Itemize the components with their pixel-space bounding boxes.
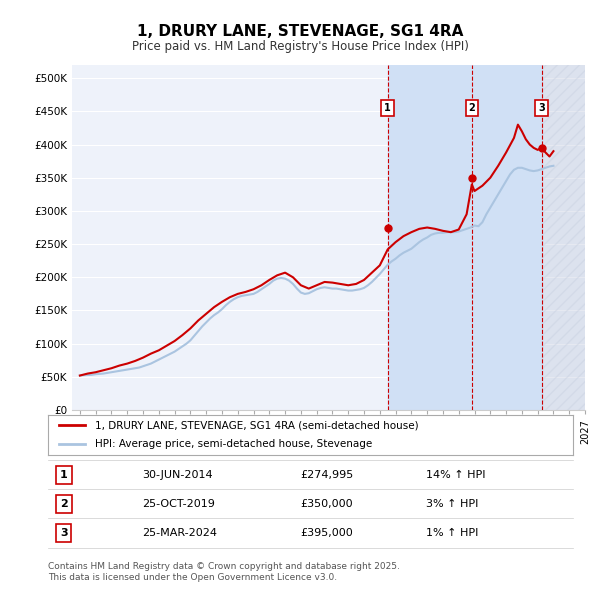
Text: 30-JUN-2014: 30-JUN-2014 [143,470,213,480]
Text: Price paid vs. HM Land Registry's House Price Index (HPI): Price paid vs. HM Land Registry's House … [131,40,469,53]
Text: This data is licensed under the Open Government Licence v3.0.: This data is licensed under the Open Gov… [48,573,337,582]
Text: 3: 3 [60,528,68,538]
Bar [542,65,585,410]
Text: 1: 1 [60,470,68,480]
Text: £274,995: £274,995 [300,470,353,480]
Bar [472,65,542,410]
Text: 25-OCT-2019: 25-OCT-2019 [143,499,215,509]
Text: Contains HM Land Registry data © Crown copyright and database right 2025.: Contains HM Land Registry data © Crown c… [48,562,400,571]
Text: 25-MAR-2024: 25-MAR-2024 [143,528,218,538]
Text: 1, DRURY LANE, STEVENAGE, SG1 4RA: 1, DRURY LANE, STEVENAGE, SG1 4RA [137,24,463,38]
Text: 1: 1 [385,103,391,113]
Text: £395,000: £395,000 [300,528,353,538]
Bar [388,65,472,410]
Text: 3: 3 [538,103,545,113]
Text: 3% ↑ HPI: 3% ↑ HPI [426,499,478,509]
Text: 2: 2 [60,499,68,509]
Text: 1% ↑ HPI: 1% ↑ HPI [426,528,478,538]
Text: £350,000: £350,000 [300,499,353,509]
Text: HPI: Average price, semi-detached house, Stevenage: HPI: Average price, semi-detached house,… [95,439,373,449]
Text: 2: 2 [469,103,475,113]
Text: 1, DRURY LANE, STEVENAGE, SG1 4RA (semi-detached house): 1, DRURY LANE, STEVENAGE, SG1 4RA (semi-… [95,421,419,430]
Text: 14% ↑ HPI: 14% ↑ HPI [426,470,485,480]
